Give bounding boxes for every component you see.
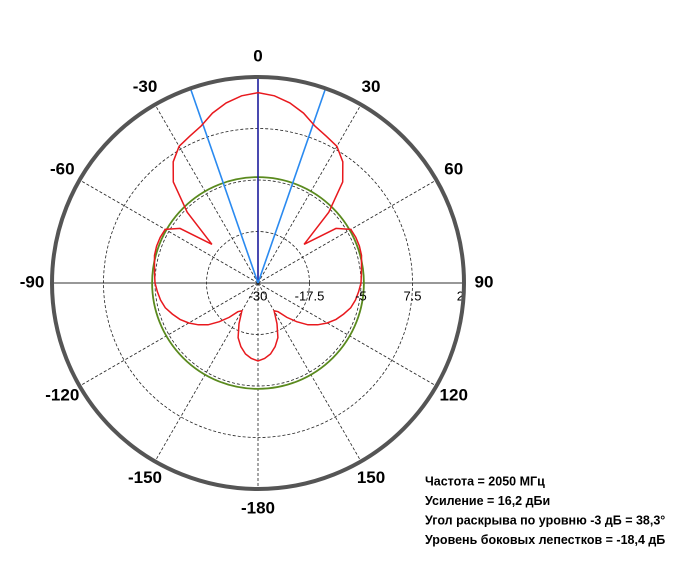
angle-tick-label: 0 [253, 46, 262, 65]
angle-tick-label: 90 [475, 272, 494, 291]
r-tick-label: -30 [249, 288, 268, 303]
angle-tick-label: -90 [20, 272, 45, 291]
r-tick-label: 7.5 [403, 288, 421, 303]
angle-tick-label: 120 [440, 385, 468, 404]
angle-labels: 0 30 60 90 120 150 -180 -150 -120 -90 -60 -30 [20, 46, 494, 517]
angle-tick-label: -30 [133, 77, 158, 96]
annotation: Уровень боковых лепестков = -18,4 дБ [425, 533, 665, 547]
angle-tick-label: -120 [45, 385, 79, 404]
annotation: Усиление = 16,2 дБи [425, 494, 550, 508]
r-tick-label: -5 [355, 288, 367, 303]
grid-spoke [154, 282, 259, 462]
outer-circle [50, 75, 466, 491]
r-tick-label: -17.5 [295, 288, 325, 303]
grid-spoke [257, 104, 362, 284]
angle-tick-label: -60 [50, 159, 75, 178]
annotation: Частота = 2050 МГц [425, 474, 545, 488]
angle-tick-label: -180 [241, 498, 275, 517]
grid-spoke [79, 282, 259, 387]
grid-spoke [257, 282, 362, 462]
labels: -30 -17.5 -5 7.5 20 [249, 288, 471, 303]
angle-tick-label: 30 [362, 77, 381, 96]
r-tick-label: 20 [457, 288, 471, 303]
annotations: Частота = 2050 МГц Усиление = 16,2 дБи Уго… [425, 474, 665, 547]
annotation: Угол раскрыва по уровню -3 дБ = 38,3° [425, 513, 665, 527]
beam-line [189, 88, 259, 284]
angle-tick-label: 60 [444, 159, 463, 178]
grid-spoke [154, 104, 259, 284]
plot [151, 77, 365, 390]
angle-tick-label: -150 [128, 468, 162, 487]
beam-line [257, 88, 327, 284]
grid-spoke [257, 282, 437, 387]
pattern-line [153, 91, 363, 362]
grid-spoke [257, 179, 437, 284]
grid-spoke [79, 179, 259, 284]
angle-tick-label: 150 [357, 468, 385, 487]
